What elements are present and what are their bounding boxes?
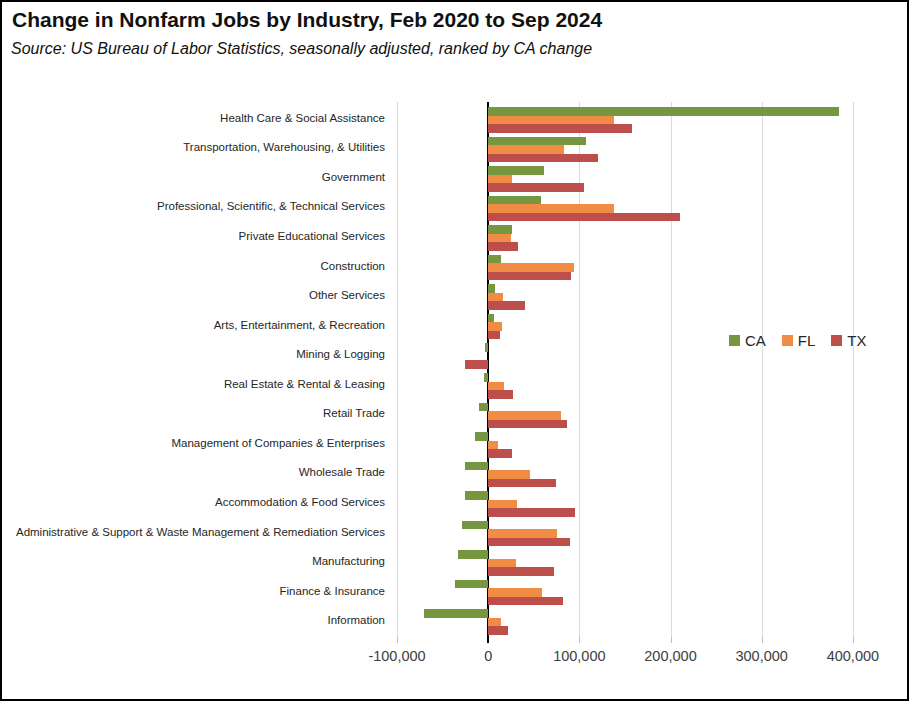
bar-ca xyxy=(488,255,501,264)
bar-tx xyxy=(488,154,597,163)
axis-tickmark xyxy=(397,637,398,643)
gridline xyxy=(671,102,672,637)
category-label: Finance & Insurance xyxy=(2,578,385,604)
category-label: Transportation, Warehousing, & Utilities xyxy=(2,135,385,161)
bar-fl xyxy=(488,500,517,509)
bar-ca xyxy=(485,343,488,352)
chart-window: Change in Nonfarm Jobs by Industry, Feb … xyxy=(0,0,909,701)
bar-fl xyxy=(488,441,498,450)
bar-fl xyxy=(488,145,564,154)
bar-fl xyxy=(488,116,614,125)
bar-tx xyxy=(465,360,488,369)
category-label: Other Services xyxy=(2,282,385,308)
legend-label-tx: TX xyxy=(847,332,866,349)
category-label: Management of Companies & Enterprises xyxy=(2,430,385,456)
bar-tx xyxy=(488,301,524,310)
bar-ca xyxy=(475,432,489,441)
bar-fl xyxy=(488,204,614,213)
bar-ca xyxy=(488,137,586,146)
legend-swatch-fl xyxy=(782,335,793,346)
bar-fl xyxy=(488,382,504,391)
bar-fl xyxy=(488,322,502,331)
bar-ca xyxy=(488,284,494,293)
bar-ca xyxy=(488,107,839,116)
bar-fl xyxy=(488,234,511,243)
bar-fl xyxy=(488,529,557,538)
bar-tx xyxy=(488,479,555,488)
bar-fl xyxy=(488,175,512,184)
bar-fl xyxy=(488,293,503,302)
axis-tickmark xyxy=(853,637,854,643)
category-label: Manufacturing xyxy=(2,548,385,574)
legend-label-fl: FL xyxy=(798,332,816,349)
bar-ca xyxy=(462,521,488,530)
bar-tx xyxy=(488,567,554,576)
gridline xyxy=(397,102,398,637)
legend: CA FL TX xyxy=(729,332,867,349)
category-label: Retail Trade xyxy=(2,401,385,427)
legend-label-ca: CA xyxy=(745,332,766,349)
gridline xyxy=(762,102,763,637)
category-label: Construction xyxy=(2,253,385,279)
bar-tx xyxy=(488,390,513,399)
category-label: Professional, Scientific, & Technical Se… xyxy=(2,194,385,220)
bar-tx xyxy=(488,508,575,517)
category-label: Private Educational Services xyxy=(2,223,385,249)
bar-ca xyxy=(458,550,488,559)
axis-tickmark xyxy=(579,637,580,643)
gridline xyxy=(853,102,854,637)
bar-tx xyxy=(488,597,563,606)
bar-ca xyxy=(424,609,488,618)
bar-tx xyxy=(488,183,584,192)
category-label: Administrative & Support & Waste Managem… xyxy=(2,519,385,545)
bar-ca xyxy=(488,196,541,205)
bar-ca xyxy=(465,491,488,500)
legend-swatch-ca xyxy=(729,335,740,346)
bar-tx xyxy=(488,626,508,635)
category-label: Accommodation & Food Services xyxy=(2,489,385,515)
category-label: Government xyxy=(2,164,385,190)
bar-chart: Health Care & Social Assistance Transport… xyxy=(2,2,907,699)
bar-tx xyxy=(488,272,571,281)
bar-tx xyxy=(488,242,518,251)
bar-ca xyxy=(455,580,488,589)
bar-fl xyxy=(488,411,561,420)
bar-tx xyxy=(488,124,632,133)
bar-fl xyxy=(488,470,530,479)
axis-tickmark xyxy=(671,637,672,643)
category-label: Information xyxy=(2,607,385,633)
bar-ca xyxy=(484,373,489,382)
bar-tx xyxy=(488,331,500,340)
bar-fl xyxy=(488,618,501,627)
bar-fl xyxy=(488,263,574,272)
category-label: Wholesale Trade xyxy=(2,460,385,486)
category-label: Arts, Entertainment, & Recreation xyxy=(2,312,385,338)
bar-ca xyxy=(488,225,512,234)
bar-tx xyxy=(488,449,512,458)
bar-tx xyxy=(488,213,679,222)
legend-item-fl: FL xyxy=(782,332,816,349)
legend-item-ca: CA xyxy=(729,332,766,349)
bar-ca xyxy=(488,166,544,175)
category-label: Real Estate & Rental & Leasing xyxy=(2,371,385,397)
legend-item-tx: TX xyxy=(831,332,866,349)
category-label: Health Care & Social Assistance xyxy=(2,105,385,131)
bar-ca xyxy=(479,403,488,412)
legend-swatch-tx xyxy=(831,335,842,346)
category-label: Mining & Logging xyxy=(2,341,385,367)
bar-fl xyxy=(488,559,516,568)
bar-ca xyxy=(465,462,488,471)
bar-fl xyxy=(488,588,542,597)
bar-tx xyxy=(488,538,570,547)
bar-tx xyxy=(488,420,567,429)
axis-tickmark xyxy=(762,637,763,643)
x-tick-label: 400,000 xyxy=(793,648,909,664)
bar-ca xyxy=(488,314,493,323)
